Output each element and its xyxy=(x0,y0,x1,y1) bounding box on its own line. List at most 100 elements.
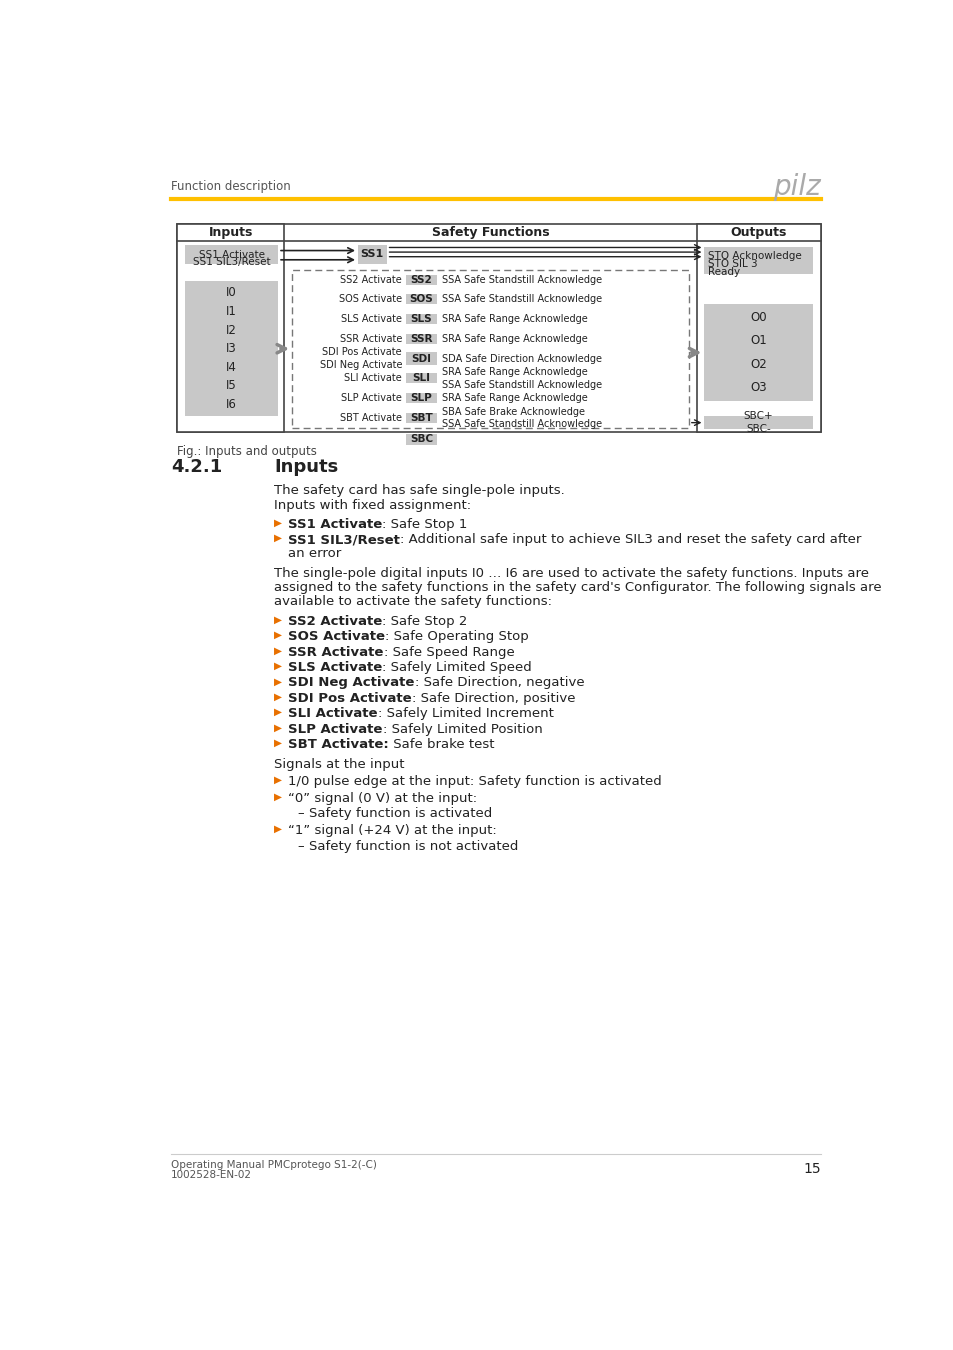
Text: ▶: ▶ xyxy=(274,691,282,702)
Text: SLP Activate: SLP Activate xyxy=(288,722,382,736)
Text: SLS: SLS xyxy=(410,315,432,324)
Text: –: – xyxy=(297,807,304,821)
Text: SRA Safe Range Acknowledge
SSA Safe Standstill Acknowledge: SRA Safe Range Acknowledge SSA Safe Stan… xyxy=(441,367,601,390)
Text: Inputs: Inputs xyxy=(209,225,253,239)
Text: SS1 Activate: SS1 Activate xyxy=(198,250,264,259)
Text: : Safely Limited Speed: : Safely Limited Speed xyxy=(382,662,532,674)
Text: assigned to the safety functions in the safety card's Configurator. The followin: assigned to the safety functions in the … xyxy=(274,580,881,594)
Bar xyxy=(406,393,436,404)
Text: ▶: ▶ xyxy=(274,645,282,656)
Bar xyxy=(406,294,436,304)
Text: O1: O1 xyxy=(749,335,766,347)
Bar xyxy=(185,246,278,263)
Text: ▶: ▶ xyxy=(274,722,282,733)
Text: SDI Neg Activate: SDI Neg Activate xyxy=(288,676,415,690)
Text: SS1 SIL3/Reset: SS1 SIL3/Reset xyxy=(288,533,399,547)
Text: ▶: ▶ xyxy=(274,792,282,802)
Text: SLP Activate: SLP Activate xyxy=(341,393,402,404)
Text: SBT: SBT xyxy=(410,413,433,423)
Bar xyxy=(177,224,820,432)
Text: O3: O3 xyxy=(749,381,766,394)
Text: ▶: ▶ xyxy=(274,825,282,834)
Bar xyxy=(406,315,436,324)
Text: ▶: ▶ xyxy=(274,662,282,671)
Text: : Safe Stop 1: : Safe Stop 1 xyxy=(382,518,467,531)
Bar xyxy=(406,413,436,423)
Text: ▶: ▶ xyxy=(274,676,282,686)
Text: 1002528-EN-02: 1002528-EN-02 xyxy=(171,1169,252,1180)
Text: SSA Safe Standstill Acknowledge: SSA Safe Standstill Acknowledge xyxy=(441,294,601,304)
Text: available to activate the safety functions:: available to activate the safety functio… xyxy=(274,595,552,608)
Text: SRA Safe Range Acknowledge: SRA Safe Range Acknowledge xyxy=(441,333,587,344)
Bar xyxy=(292,270,688,428)
Text: Signals at the input: Signals at the input xyxy=(274,757,404,771)
Text: SS1: SS1 xyxy=(360,250,383,259)
Text: : Additional safe input to achieve SIL3 and reset the safety card after: : Additional safe input to achieve SIL3 … xyxy=(399,533,861,547)
Text: ▶: ▶ xyxy=(274,614,282,625)
Text: : Safely Limited Increment: : Safely Limited Increment xyxy=(377,707,553,720)
Bar xyxy=(406,274,436,285)
Text: ▶: ▶ xyxy=(274,518,282,528)
Text: SDI Pos Activate
SDI Neg Activate: SDI Pos Activate SDI Neg Activate xyxy=(319,347,402,370)
Text: SDI: SDI xyxy=(411,354,431,363)
Text: “1” signal (+24 V) at the input:: “1” signal (+24 V) at the input: xyxy=(288,825,497,837)
Text: Outputs: Outputs xyxy=(730,225,786,239)
Text: I1: I1 xyxy=(226,305,236,319)
Bar xyxy=(703,416,812,429)
Text: ▶: ▶ xyxy=(274,707,282,717)
Text: SSR Activate: SSR Activate xyxy=(339,333,402,344)
Text: SSR: SSR xyxy=(410,333,433,344)
Text: SRA Safe Range Acknowledge: SRA Safe Range Acknowledge xyxy=(441,393,587,404)
Text: SS2 Activate: SS2 Activate xyxy=(340,274,402,285)
Text: SS2 Activate: SS2 Activate xyxy=(288,614,382,628)
Text: Inputs with fixed assignment:: Inputs with fixed assignment: xyxy=(274,500,471,512)
Bar xyxy=(703,305,812,401)
Text: SBA Safe Brake Acknowledge
SSA Safe Standstill Acknowledge: SBA Safe Brake Acknowledge SSA Safe Stan… xyxy=(441,406,601,429)
Text: SBC+
SBC-: SBC+ SBC- xyxy=(743,412,773,433)
Text: : Safe Speed Range: : Safe Speed Range xyxy=(383,645,514,659)
Text: 4.2.1: 4.2.1 xyxy=(171,459,222,477)
Text: I4: I4 xyxy=(226,360,236,374)
Bar xyxy=(696,224,820,432)
Text: Safety function is activated: Safety function is activated xyxy=(309,807,492,821)
Text: STO Acknowledge: STO Acknowledge xyxy=(707,251,801,262)
Text: ▶: ▶ xyxy=(274,738,282,748)
Text: The safety card has safe single-pole inputs.: The safety card has safe single-pole inp… xyxy=(274,483,564,497)
Bar xyxy=(406,352,436,365)
Text: The single-pole digital inputs I0 … I6 are used to activate the safety functions: The single-pole digital inputs I0 … I6 a… xyxy=(274,567,868,580)
Text: Inputs: Inputs xyxy=(274,459,338,477)
Text: Fig.: Inputs and outputs: Fig.: Inputs and outputs xyxy=(177,446,317,459)
Bar xyxy=(357,246,386,263)
Text: SOS: SOS xyxy=(409,294,433,304)
Bar xyxy=(703,247,812,274)
Text: pilz: pilz xyxy=(772,173,820,201)
Text: : Safe Direction, positive: : Safe Direction, positive xyxy=(412,691,575,705)
Text: SS2: SS2 xyxy=(410,274,432,285)
Text: SLI Activate: SLI Activate xyxy=(288,707,377,720)
Text: 15: 15 xyxy=(802,1162,820,1176)
Bar xyxy=(406,374,436,383)
Text: –: – xyxy=(297,840,304,853)
Text: STO SIL 3: STO SIL 3 xyxy=(707,259,757,269)
Text: : Safe Direction, negative: : Safe Direction, negative xyxy=(415,676,583,690)
Text: SLP: SLP xyxy=(410,393,432,404)
Text: SS1 Activate: SS1 Activate xyxy=(288,518,382,531)
Text: Function description: Function description xyxy=(171,180,291,193)
Text: SBT Activate: SBT Activate xyxy=(340,413,402,423)
Text: I3: I3 xyxy=(226,343,236,355)
Text: I2: I2 xyxy=(226,324,236,336)
Text: : Safe Operating Stop: : Safe Operating Stop xyxy=(385,630,528,643)
Text: SOS Activate: SOS Activate xyxy=(338,294,402,304)
Text: SS1 SIL3/Reset: SS1 SIL3/Reset xyxy=(193,256,270,267)
Bar xyxy=(185,281,278,416)
Text: Safe brake test: Safe brake test xyxy=(389,738,494,751)
Text: ▶: ▶ xyxy=(274,533,282,543)
Bar xyxy=(406,333,436,344)
Text: “0” signal (0 V) at the input:: “0” signal (0 V) at the input: xyxy=(288,792,476,805)
Text: SOS Activate: SOS Activate xyxy=(288,630,385,643)
Text: SBT Activate:: SBT Activate: xyxy=(288,738,389,751)
Text: SSA Safe Standstill Acknowledge: SSA Safe Standstill Acknowledge xyxy=(441,274,601,285)
Text: ▶: ▶ xyxy=(274,775,282,784)
Text: Safety function is not activated: Safety function is not activated xyxy=(309,840,518,853)
Text: : Safe Stop 2: : Safe Stop 2 xyxy=(382,614,467,628)
